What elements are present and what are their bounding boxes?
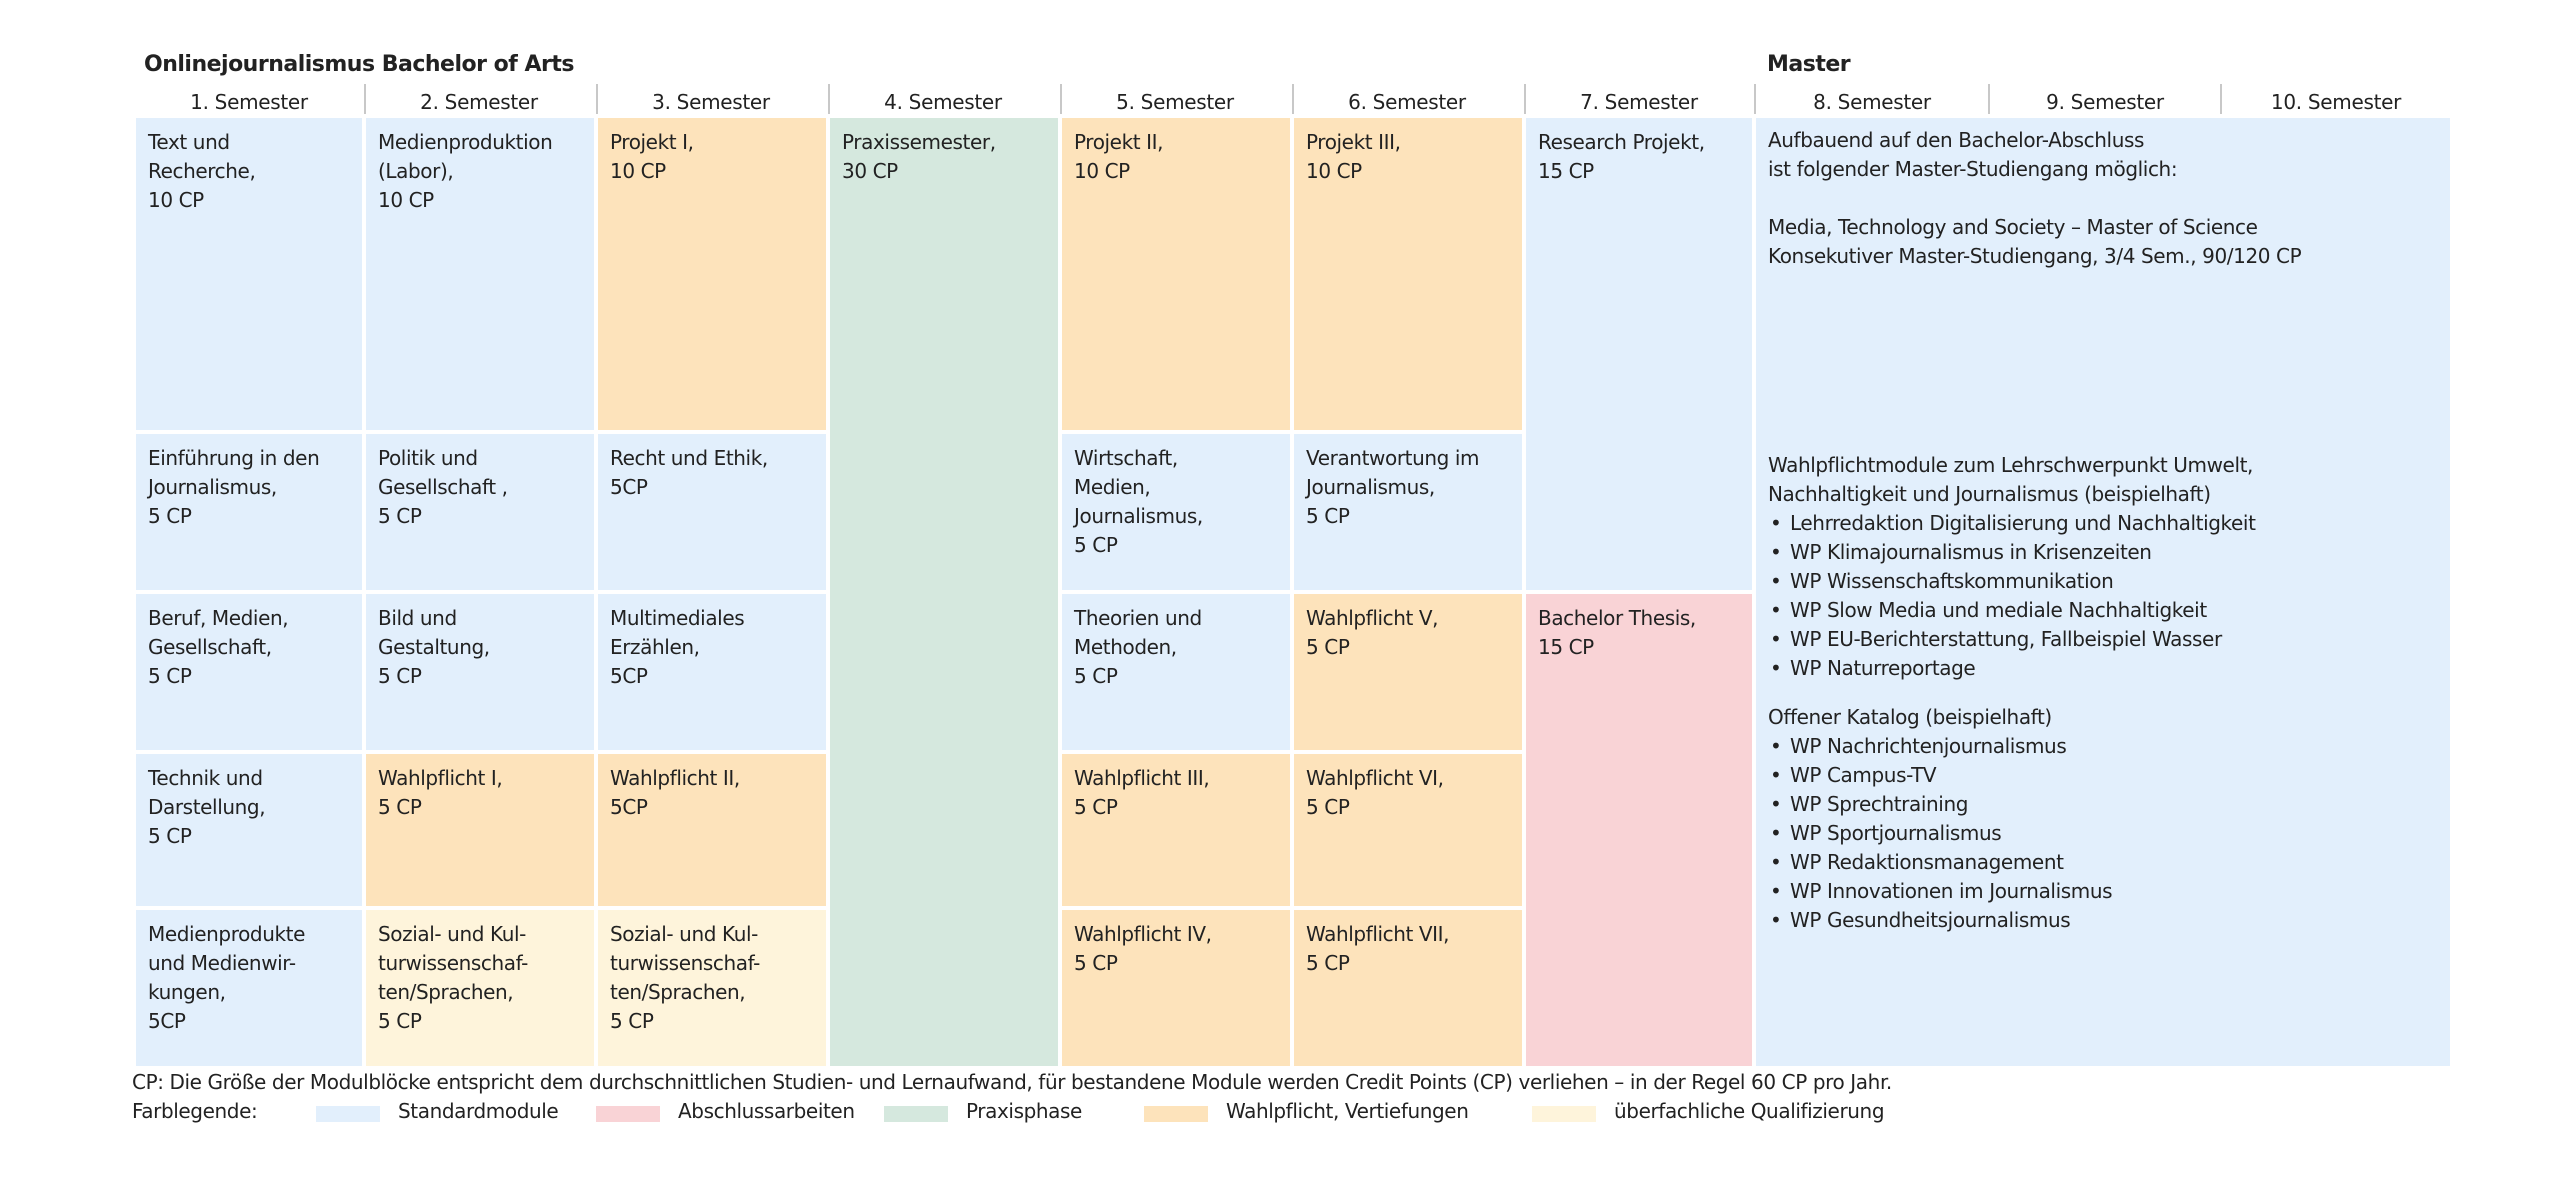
legend-label: Standardmodule — [398, 1099, 559, 1123]
legend-swatch — [316, 1106, 380, 1122]
semester-label-10: 10. Semester — [2270, 90, 2402, 114]
legend-swatch — [596, 1106, 660, 1122]
legend-label: überfachliche Qualifizierung — [1614, 1099, 1885, 1123]
master-heading: Master — [1767, 52, 1851, 77]
semester-label-5: 5. Semester — [1116, 90, 1234, 114]
module-einfuehrung-journalismus: Einführung in den Journalismus, 5 CP — [136, 434, 362, 590]
spacer — [1768, 683, 2438, 703]
catalog-list: WP Nachrichtenjournalismus WP Campus-TV … — [1768, 732, 2438, 935]
semester-label-3: 3. Semester — [652, 90, 770, 114]
legend-swatch — [1532, 1106, 1596, 1122]
module-verantwortung-journalismus: Verantwortung im Journalismus, 5 CP — [1294, 434, 1522, 590]
semester-divider — [364, 84, 366, 114]
semester-divider — [2220, 84, 2222, 114]
master-panel: Aufbauend auf den Bachelor-Abschluss ist… — [1756, 118, 2450, 1066]
module-projekt-3: Projekt III, 10 CP — [1294, 118, 1522, 430]
semester-header-row: 1. Semester 2. Semester 3. Semester 4. S… — [0, 86, 2560, 118]
semester-divider — [1524, 84, 1526, 114]
legend-swatch — [1144, 1106, 1208, 1122]
semester-label-6: 6. Semester — [1348, 90, 1466, 114]
module-theorien-methoden: Theorien und Methoden, 5 CP — [1062, 594, 1290, 750]
module-sozial-kulturwissenschaften-2: Sozial- und Kul- turwissenschaf- ten/Spr… — [366, 910, 594, 1066]
master-intro: Aufbauend auf den Bachelor-Abschluss ist… — [1768, 128, 2178, 181]
list-item: WP Naturreportage — [1768, 654, 2438, 683]
bachelor-heading: Onlinejournalismus Bachelor of Arts — [144, 52, 574, 77]
legend-label: Wahlpflicht, Vertiefungen — [1226, 1099, 1469, 1123]
list-item: WP Innovationen im Journalismus — [1768, 877, 2438, 906]
semester-divider — [596, 84, 598, 114]
semester-divider — [1060, 84, 1062, 114]
list-item: WP EU-Berichterstattung, Fallbeispiel Wa… — [1768, 625, 2438, 654]
catalog-title: Offener Katalog (beispielhaft) — [1768, 705, 2052, 729]
semester-label-8: 8. Semester — [1813, 90, 1931, 114]
module-praxissemester: Praxissemester, 30 CP — [830, 118, 1058, 1066]
module-projekt-1: Projekt I, 10 CP — [598, 118, 826, 430]
list-item: WP Wissenschaftskommunikation — [1768, 567, 2438, 596]
legend-swatch — [884, 1106, 948, 1122]
module-bild-gestaltung: Bild und Gestaltung, 5 CP — [366, 594, 594, 750]
color-legend: Farblegende: Standardmodule Abschlussarb… — [132, 1099, 2432, 1129]
module-multimediales-erzaehlen: Multimediales Erzählen, 5CP — [598, 594, 826, 750]
legend-title: Farblegende: — [132, 1099, 258, 1123]
list-item: WP Sprechtraining — [1768, 790, 2438, 819]
semester-divider — [1754, 84, 1756, 114]
module-wahlpflicht-2: Wahlpflicht II, 5CP — [598, 754, 826, 906]
module-bachelor-thesis: Bachelor Thesis, 15 CP — [1526, 594, 1752, 1066]
spacer — [1768, 184, 2438, 213]
module-wirtschaft-medien-journalismus: Wirtschaft, Medien, Journalismus, 5 CP — [1062, 434, 1290, 590]
module-sozial-kulturwissenschaften-3: Sozial- und Kul- turwissenschaf- ten/Spr… — [598, 910, 826, 1066]
semester-label-1: 1. Semester — [190, 90, 308, 114]
module-wahlpflicht-3: Wahlpflicht III, 5 CP — [1062, 754, 1290, 906]
module-research-projekt: Research Projekt, 15 CP — [1526, 118, 1752, 590]
list-item: WP Redaktionsmanagement — [1768, 848, 2438, 877]
list-item: WP Campus-TV — [1768, 761, 2438, 790]
list-item: WP Nachrichtenjournalismus — [1768, 732, 2438, 761]
master-program: Media, Technology and Society – Master o… — [1768, 215, 2302, 268]
module-text-recherche: Text und Recherche, 10 CP — [136, 118, 362, 430]
semester-label-9: 9. Semester — [2046, 90, 2164, 114]
electives-title: Wahlpflichtmodule zum Lehrschwerpunkt Um… — [1768, 453, 2254, 506]
spacer — [1768, 271, 2438, 451]
footnote: CP: Die Größe der Modulblöcke entspricht… — [132, 1070, 1892, 1094]
semester-divider — [828, 84, 830, 114]
list-item: WP Sportjournalismus — [1768, 819, 2438, 848]
list-item: Lehrredaktion Digitalisierung und Nachha… — [1768, 509, 2438, 538]
semester-label-7: 7. Semester — [1580, 90, 1698, 114]
list-item: WP Slow Media und mediale Nachhaltigkeit — [1768, 596, 2438, 625]
list-item: WP Gesundheitsjournalismus — [1768, 906, 2438, 935]
module-medienprodukte: Medienprodukte und Medienwir- kungen, 5C… — [136, 910, 362, 1066]
module-wahlpflicht-5: Wahlpflicht V, 5 CP — [1294, 594, 1522, 750]
list-item: WP Klimajournalismus in Krisenzeiten — [1768, 538, 2438, 567]
module-wahlpflicht-6: Wahlpflicht VI, 5 CP — [1294, 754, 1522, 906]
legend-label: Abschlussarbeiten — [678, 1099, 855, 1123]
module-technik-darstellung: Technik und Darstellung, 5 CP — [136, 754, 362, 906]
electives-list: Lehrredaktion Digitalisierung und Nachha… — [1768, 509, 2438, 683]
module-wahlpflicht-7: Wahlpflicht VII, 5 CP — [1294, 910, 1522, 1066]
semester-divider — [1292, 84, 1294, 114]
semester-label-2: 2. Semester — [420, 90, 538, 114]
module-wahlpflicht-1: Wahlpflicht I, 5 CP — [366, 754, 594, 906]
semester-label-4: 4. Semester — [884, 90, 1002, 114]
module-medienproduktion-labor: Medienproduktion (Labor), 10 CP — [366, 118, 594, 430]
semester-divider — [1988, 84, 1990, 114]
module-wahlpflicht-4: Wahlpflicht IV, 5 CP — [1062, 910, 1290, 1066]
legend-label: Praxisphase — [966, 1099, 1082, 1123]
module-politik-gesellschaft: Politik und Gesellschaft , 5 CP — [366, 434, 594, 590]
module-projekt-2: Projekt II, 10 CP — [1062, 118, 1290, 430]
module-beruf-medien-gesellschaft: Beruf, Medien, Gesellschaft, 5 CP — [136, 594, 362, 750]
module-recht-ethik: Recht und Ethik, 5CP — [598, 434, 826, 590]
